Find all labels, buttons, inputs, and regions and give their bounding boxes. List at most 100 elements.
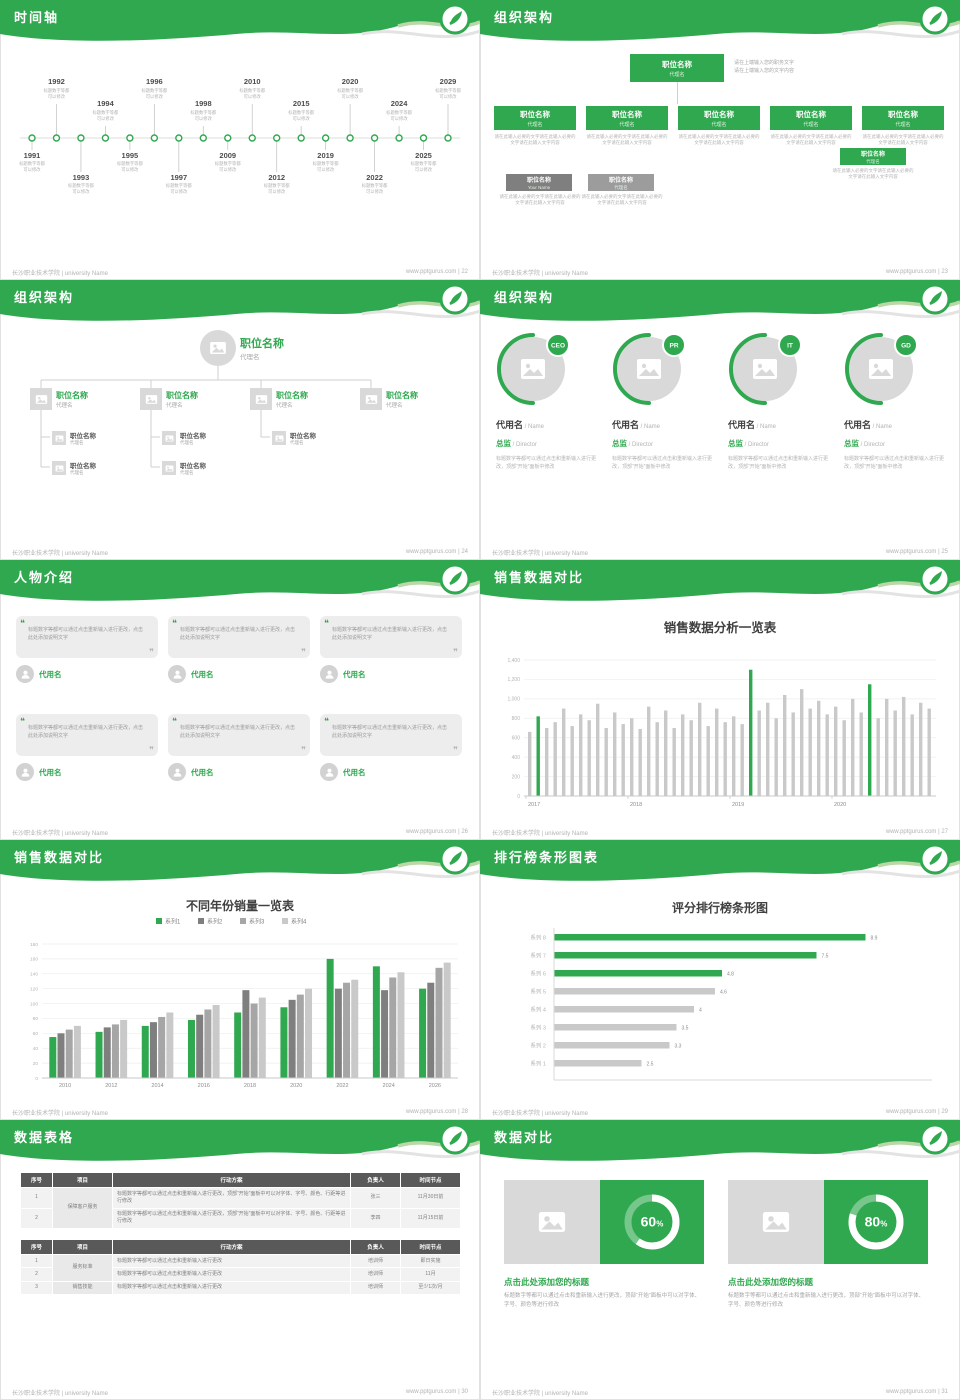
- slide-footer: 长沙职业技术学院 | university Name www.pptgurus.c…: [0, 1104, 480, 1120]
- slide-header-band: [480, 280, 960, 332]
- compass-logo-icon: [438, 2, 472, 41]
- slide-31-compare[interactable]: 数据对比 60% 点击此处添加您的标题 标题数字等都可以通过点击和重新输入进行更…: [480, 1120, 960, 1400]
- svg-text:40: 40: [33, 1046, 39, 1052]
- org-node: 职位名称 代理名: [862, 106, 944, 130]
- role-name: 代用名 / Name: [496, 420, 545, 430]
- header-wave: [480, 1120, 960, 1161]
- org-root: 职位名称 代理名: [200, 330, 284, 366]
- footer-school-text: 长沙职业技术学院 | university Name: [12, 550, 108, 557]
- data-tables: 序号 项目 行动方案 负责人 时间节点 1 保障客户服务 标题数字等都可以通过点击和重新输入进…: [20, 1172, 461, 1305]
- footer-school-text: 长沙职业技术学院 | university Name: [492, 270, 588, 277]
- slide-title: 数据对比: [494, 1130, 555, 1145]
- svg-text:系列 3: 系列 3: [530, 1024, 546, 1032]
- slide-26-people[interactable]: 人物介绍 ❝ 标题数字等都可以通过点击重新输入进行更改，点击此处添加说明文字 ❞…: [0, 560, 480, 840]
- slide-22-timeline[interactable]: 时间轴 1991 标题数字等都 可以修改 1992 标题数字等都 可以修改 1993 标题数字…: [0, 0, 480, 280]
- role-name: 代用名 / Name: [612, 420, 661, 430]
- svg-text:7.5: 7.5: [822, 954, 829, 960]
- org-node-desc: 请在此输入必要的文字请在此输入必要的文字请在此输入文字内容: [581, 194, 663, 206]
- svg-text:评分排行榜条形图: 评分排行榜条形图: [672, 900, 768, 915]
- compass-logo-icon: [918, 842, 952, 881]
- org-child: 职位名称 代理名: [140, 388, 198, 410]
- person-icon: [21, 768, 29, 777]
- slide-footer: 长沙职业技术学院 | university Name www.pptgurus.c…: [480, 544, 960, 560]
- svg-text:标题数字等都: 标题数字等都: [313, 160, 339, 167]
- svg-text:1995: 1995: [122, 151, 139, 160]
- table-header-cell: 时间节点: [400, 1172, 461, 1188]
- person-name: 代用名: [39, 669, 62, 679]
- slide-28-grouped-chart[interactable]: 销售数据对比 不同年份销量一览表 系列1 系列2 系列3 系列4 0 20 40 60 80 100…: [0, 840, 480, 1120]
- org-child: 职位名称 代理名: [30, 388, 88, 410]
- slide-23-org-boxes[interactable]: 组织架构 职位名称 代理名 请在上端输入您的职务文字 请在上端输入您的文字内容 职位名称…: [480, 0, 960, 280]
- org-node-small: 职位名称 代理名: [840, 148, 906, 165]
- role-desc: 标题数字等都可以通过点击和重新输入进行更改，顶部“开始”面板中修改: [844, 456, 945, 470]
- svg-text:1996: 1996: [146, 77, 163, 86]
- svg-text:可以修改: 可以修改: [97, 115, 115, 122]
- quote-close-icon: ❞: [453, 647, 458, 657]
- org-node: 职位名称 代理名: [678, 106, 760, 130]
- person-icon: [21, 670, 29, 679]
- quote-open-icon: ❝: [324, 618, 329, 628]
- org-node-gray: 职位名称 代理名: [588, 174, 654, 191]
- slide-content: ❝ 标题数字等都可以通过点击重新输入进行更改，点击此处添加说明文字 ❞ 代用名 …: [0, 606, 480, 824]
- header-wave: [480, 280, 960, 321]
- person-card: ❝ 标题数字等都可以通过点击重新输入进行更改，点击此处添加说明文字 ❞ 代用名: [16, 616, 158, 683]
- svg-text:0: 0: [517, 794, 520, 800]
- org-node-gray: 职位名称 Your Name: [506, 174, 572, 191]
- svg-text:8.9: 8.9: [871, 936, 878, 942]
- svg-text:2019: 2019: [317, 151, 334, 160]
- svg-text:60%: 60%: [641, 1214, 664, 1230]
- person-icon: [325, 670, 333, 679]
- avatar: [320, 763, 338, 781]
- image-placeholder-icon: [55, 435, 63, 441]
- slide-27-sales-chart[interactable]: 销售数据对比 销售数据分析一览表 0 200 400 600 800 1,000 1,200 1…: [480, 560, 960, 840]
- person-card: ❝ 标题数字等都可以通过点击重新输入进行更改，点击此处添加说明文字 ❞ 代用名: [320, 616, 462, 683]
- image-placeholder-icon: [255, 394, 267, 404]
- footer-site-page: www.pptgurus.com | 22: [405, 269, 468, 275]
- image-placeholder-icon: [165, 465, 173, 471]
- org-child: 职位名称 代理名: [250, 388, 308, 410]
- slide-title: 组织架构: [494, 10, 555, 25]
- svg-text:0: 0: [35, 1076, 38, 1082]
- slide-title: 组织架构: [14, 290, 75, 305]
- svg-text:2010: 2010: [244, 77, 261, 86]
- slide-24-org-tree[interactable]: 组织架构 职位名称 代理名 职位名称 代理名 职位名称 代理名 职位名称 代理名 职位名…: [0, 280, 480, 560]
- org-node-desc: 请在此输入必要的文字请在此输入必要的文字请在此输入文字内容: [770, 134, 852, 146]
- compare-desc: 标题数字等都可以通过点击和重新输入进行更改，顶部“开始”面板中可以对字体、字号、…: [728, 1293, 925, 1308]
- footer-site-page: www.pptgurus.com | 28: [405, 1109, 468, 1115]
- image-placeholder-icon: [165, 435, 173, 441]
- org-role-card: PR 代用名 / Name 总监 / Director 标题数字等都可以通过点击…: [612, 332, 718, 472]
- role-desc: 标题数字等都可以通过点击和重新输入进行更改，顶部“开始”面板中修改: [612, 456, 713, 470]
- svg-text:2014: 2014: [151, 1083, 163, 1089]
- footer-site-page: www.pptgurus.com | 23: [885, 269, 948, 275]
- slide-29-hbar-chart[interactable]: 排行榜条形图表 评分排行榜条形图 系列 8 8.9 系列 7 7.5 系列 6 4.8 系列 …: [480, 840, 960, 1120]
- person-name: 代用名: [39, 767, 62, 777]
- svg-text:可以修改: 可以修改: [439, 93, 457, 100]
- header-wave: [0, 1120, 480, 1161]
- svg-text:2009: 2009: [219, 151, 236, 160]
- person-quote-text: 标题数字等都可以通过点击重新输入进行更改，点击此处添加说明文字: [332, 725, 448, 739]
- quote-close-icon: ❞: [149, 647, 154, 657]
- person-card: ❝ 标题数字等都可以通过点击重新输入进行更改，点击此处添加说明文字 ❞ 代用名: [168, 714, 310, 781]
- svg-text:标题数字等都: 标题数字等都: [141, 87, 167, 94]
- footer-site-page: www.pptgurus.com | 25: [885, 549, 948, 555]
- svg-text:180: 180: [30, 942, 38, 948]
- svg-text:可以修改: 可以修改: [390, 115, 408, 122]
- footer-school-text: 长沙职业技术学院 | university Name: [12, 270, 108, 277]
- image-placeholder-icon: [55, 465, 63, 471]
- slide-title: 销售数据对比: [494, 570, 585, 585]
- slide-30-tables[interactable]: 数据表格 序号 项目 行动方案 负责人 时间节点 1 保障客户服务 标题数字等都可以通过点击和…: [0, 1120, 480, 1400]
- quote-open-icon: ❝: [20, 618, 25, 628]
- svg-text:1993: 1993: [73, 173, 90, 182]
- person-quote-text: 标题数字等都可以通过点击重新输入进行更改，点击此处添加说明文字: [180, 725, 296, 739]
- image-placeholder-icon: [365, 394, 377, 404]
- org-role-card: CEO 代用名 / Name 总监 / Director 标题数字等都可以通过点…: [496, 332, 602, 472]
- svg-text:标题数字等都: 标题数字等都: [68, 182, 94, 189]
- svg-text:800: 800: [512, 716, 521, 722]
- table-header-cell: 序号: [20, 1172, 53, 1188]
- svg-text:1,000: 1,000: [507, 697, 520, 703]
- svg-text:4.6: 4.6: [720, 990, 727, 996]
- svg-text:标题数字等都: 标题数字等都: [93, 109, 119, 116]
- svg-text:1997: 1997: [170, 173, 187, 182]
- svg-text:2012: 2012: [268, 173, 285, 182]
- slide-25-org-circles[interactable]: 组织架构 CEO 代用名 / Name 总监 / Director 标题数字等都…: [480, 280, 960, 560]
